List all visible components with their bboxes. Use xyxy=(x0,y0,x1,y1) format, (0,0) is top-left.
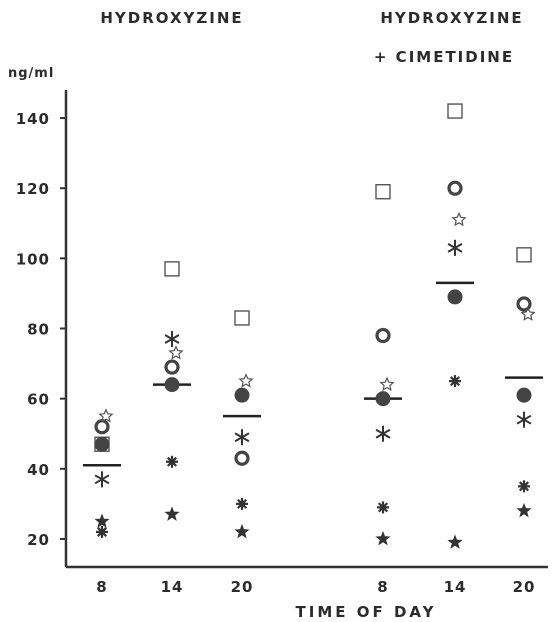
burst-ray xyxy=(96,526,108,537)
y-tick-label: 120 xyxy=(16,180,50,198)
open-star-point xyxy=(238,373,254,388)
open-square-point xyxy=(164,261,180,277)
open-star-point xyxy=(451,211,467,227)
open-circle-point xyxy=(516,296,532,312)
filled-circle-point xyxy=(447,289,463,305)
filled-star-point xyxy=(375,530,391,546)
x-tick-label: 14 xyxy=(161,578,184,596)
filled-star-point xyxy=(94,513,110,528)
asterisk-stroke xyxy=(234,432,250,443)
burst-ray xyxy=(449,376,461,387)
open-circle-point xyxy=(447,180,463,196)
filled-star-point xyxy=(516,502,532,518)
filled-circle-point xyxy=(94,436,110,452)
y-axis-unit-label: ng/ml xyxy=(8,66,54,81)
open-circle-point xyxy=(375,327,391,344)
burst-ray xyxy=(377,502,389,513)
x-axis-title: TIME OF DAY xyxy=(296,603,437,621)
data-points xyxy=(94,103,536,549)
x-tick-label: 14 xyxy=(444,578,467,596)
asterisk-stroke xyxy=(516,414,532,425)
y-tick-label: 20 xyxy=(27,531,50,549)
open-square-point xyxy=(516,247,532,263)
x-tick-label: 8 xyxy=(377,578,388,596)
open-star-point xyxy=(520,306,536,321)
group-title-hydroxyzine: HYDROXYZINE xyxy=(100,9,243,27)
open-circle-point xyxy=(94,419,110,435)
burst-point xyxy=(96,525,108,538)
open-star-point xyxy=(168,345,184,360)
open-circle-point xyxy=(234,450,250,466)
open-circle-point xyxy=(164,359,180,375)
filled-star-point xyxy=(164,506,180,521)
filled-star-point xyxy=(234,523,250,539)
burst-ray xyxy=(518,481,530,492)
y-tick-label: 100 xyxy=(16,250,50,268)
asterisk-point xyxy=(234,429,250,446)
burst-point xyxy=(449,375,461,388)
burst-point xyxy=(236,497,248,510)
asterisk-point xyxy=(164,331,180,348)
open-star-point xyxy=(379,376,395,392)
x-tick-label: 20 xyxy=(513,578,536,596)
asterisk-point xyxy=(94,471,110,488)
filled-circle-point xyxy=(375,391,391,407)
y-tick-label: 80 xyxy=(27,321,50,339)
x-tick-label: 20 xyxy=(231,578,254,596)
burst-point xyxy=(166,455,178,468)
asterisk-stroke xyxy=(94,474,110,485)
open-square-point xyxy=(375,184,391,200)
asterisk-stroke xyxy=(375,428,391,439)
group-subtitle-cimetidine: + CIMETIDINE xyxy=(374,48,514,66)
y-tick-label: 40 xyxy=(27,461,50,479)
open-star-point xyxy=(98,408,114,423)
burst-point xyxy=(518,480,530,493)
asterisk-point xyxy=(447,239,463,256)
group-means xyxy=(83,281,543,467)
filled-circle-point xyxy=(164,377,180,393)
asterisk-point xyxy=(375,425,391,442)
group-title-hydroxyzine-cimetidine: HYDROXYZINE xyxy=(380,9,523,27)
filled-circle-point xyxy=(234,387,250,403)
y-tick-label: 60 xyxy=(27,391,50,409)
asterisk-point xyxy=(516,411,532,428)
burst-point xyxy=(377,501,389,514)
x-tick-label: 8 xyxy=(96,578,107,596)
asterisk-stroke xyxy=(447,242,463,253)
burst-ray xyxy=(166,456,178,467)
filled-circle-point xyxy=(516,387,532,403)
filled-star-point xyxy=(447,534,463,549)
x-ticks: 8 14 20 8 14 20 xyxy=(96,578,536,596)
y-ticks: 20 40 60 80 100 120 140 xyxy=(16,110,66,549)
open-square-point xyxy=(234,310,250,326)
open-square-point xyxy=(447,103,463,119)
burst-ray xyxy=(236,498,248,509)
asterisk-stroke xyxy=(164,334,180,344)
y-tick-label: 140 xyxy=(16,110,50,128)
